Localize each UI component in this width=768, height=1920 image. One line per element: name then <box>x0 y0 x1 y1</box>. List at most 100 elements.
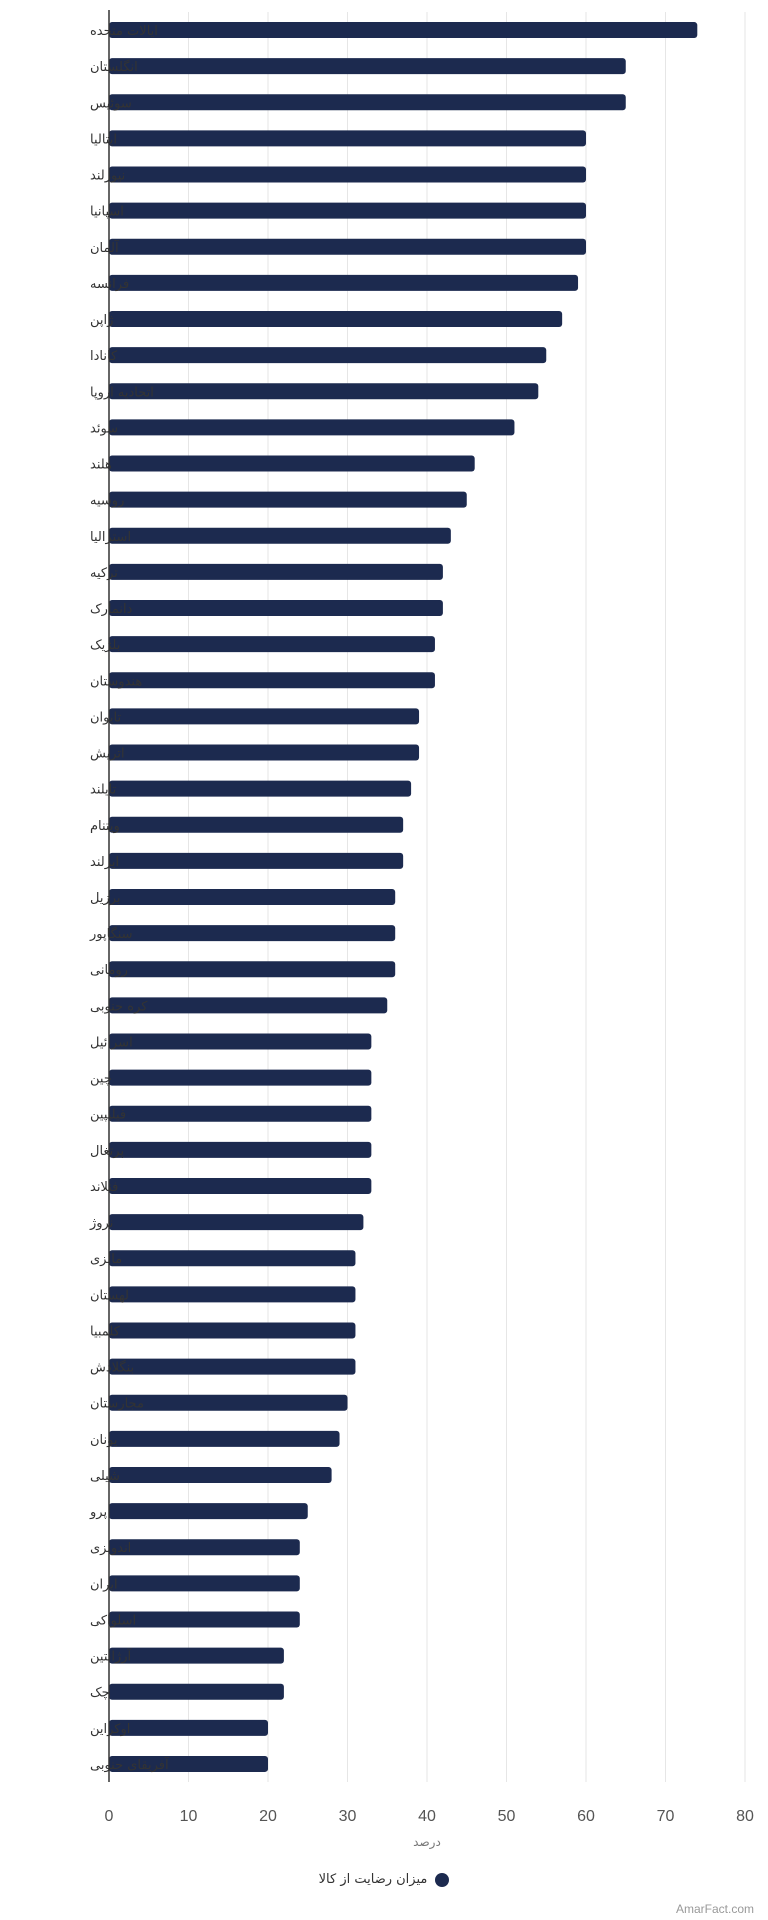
bar[interactable] <box>109 527 451 544</box>
category-label: بلژیک <box>90 638 120 653</box>
category-label: سنگاپور <box>89 926 133 942</box>
bar[interactable] <box>109 1647 284 1664</box>
bar[interactable] <box>109 1033 372 1050</box>
bar[interactable] <box>109 1358 356 1375</box>
bar[interactable] <box>109 1466 332 1483</box>
bar[interactable] <box>109 636 435 653</box>
x-tick-label: 60 <box>577 1808 595 1825</box>
bar[interactable] <box>109 600 443 617</box>
bar[interactable] <box>109 1069 372 1086</box>
bar[interactable] <box>109 1683 284 1700</box>
legend-marker <box>435 1872 450 1887</box>
category-label: ایالات متحده <box>90 24 158 39</box>
category-label: اسلواکی <box>90 1613 136 1628</box>
bar[interactable] <box>109 997 388 1014</box>
bar[interactable] <box>109 383 539 400</box>
legend-item[interactable]: میزان رضایت از کالا <box>319 1872 450 1887</box>
category-label: برزیل <box>90 891 121 906</box>
x-tick-label: 80 <box>736 1808 754 1825</box>
bar[interactable] <box>109 961 396 978</box>
bar[interactable] <box>109 1755 268 1772</box>
category-label: ویتنام <box>90 819 120 834</box>
bar[interactable] <box>109 1575 300 1592</box>
bar[interactable] <box>109 166 586 183</box>
x-tick-label: 10 <box>180 1808 198 1825</box>
category-label: سوئد <box>90 421 118 436</box>
bar[interactable] <box>109 1141 372 1158</box>
bar[interactable] <box>109 347 547 364</box>
bar[interactable] <box>109 1430 340 1447</box>
category-label: ژاپن <box>90 313 113 328</box>
category-label: ایتالیا <box>90 132 117 147</box>
category-label: پرتغال <box>90 1144 124 1159</box>
bar[interactable] <box>109 780 412 797</box>
category-label: ایرلند <box>90 855 119 870</box>
bar[interactable] <box>109 1611 300 1628</box>
category-label: استرالیا <box>90 530 131 545</box>
bar[interactable] <box>109 1286 356 1303</box>
category-label: فیلیپین <box>90 1108 126 1123</box>
category-label: آفریقای جنوبی <box>90 1756 170 1773</box>
bar[interactable] <box>109 1214 364 1231</box>
category-label: پرو <box>89 1505 107 1520</box>
category-label: فنلاند <box>90 1180 118 1195</box>
category-label: آلمان <box>90 239 120 256</box>
category-label: تایلند <box>90 783 117 798</box>
legend-label: میزان رضایت از کالا <box>318 1872 428 1887</box>
bar[interactable] <box>109 744 420 761</box>
category-label: اسرائیل <box>90 1035 133 1050</box>
bar[interactable] <box>109 22 698 39</box>
category-label: نیوزلند <box>90 169 125 184</box>
category-label: اتریش <box>90 747 125 762</box>
x-tick-label: 30 <box>339 1808 357 1825</box>
category-label: چین <box>90 1072 112 1087</box>
bar[interactable] <box>109 889 396 905</box>
bar[interactable] <box>109 1250 356 1267</box>
category-label: تایوان <box>90 710 121 725</box>
bar[interactable] <box>109 852 404 869</box>
bar[interactable] <box>109 563 443 580</box>
bar[interactable] <box>109 708 420 725</box>
bar-chart: 0 10 20 30 40 50 60 70 80 ایالات متحده انگلستان سوئ… <box>89 10 754 1850</box>
category-label: هندوستان <box>90 674 142 689</box>
bar[interactable] <box>109 1394 348 1411</box>
bar[interactable] <box>109 672 435 689</box>
bar[interactable] <box>109 925 396 942</box>
bar[interactable] <box>109 491 467 508</box>
bar[interactable] <box>109 202 586 219</box>
bar[interactable] <box>109 58 626 75</box>
bar[interactable] <box>109 1105 372 1122</box>
bar[interactable] <box>109 419 515 436</box>
category-label: دانمارک <box>90 602 133 617</box>
category-label: هلند <box>90 458 112 473</box>
category-label: ایران <box>90 1577 118 1592</box>
bar[interactable] <box>109 311 563 328</box>
category-label: انگلستان <box>90 59 138 75</box>
category-label: روسیه <box>90 494 124 509</box>
bar[interactable] <box>109 1719 268 1736</box>
category-label: کانادا <box>90 349 118 364</box>
bar[interactable] <box>109 1539 300 1556</box>
category-label: کلمبیا <box>90 1324 121 1339</box>
category-label: اسپانیا <box>90 205 124 220</box>
bar[interactable] <box>109 1177 372 1194</box>
bar[interactable] <box>109 274 579 291</box>
x-tick-label: 50 <box>498 1808 516 1825</box>
category-label: اندونزی <box>90 1541 131 1556</box>
category-label: ترکیه <box>90 566 118 581</box>
x-tick-label: 0 <box>105 1808 114 1825</box>
category-label: مالزی <box>90 1252 122 1267</box>
bar[interactable] <box>109 1322 356 1339</box>
bar[interactable] <box>109 455 475 472</box>
bar[interactable] <box>109 816 404 833</box>
bar[interactable] <box>109 130 586 147</box>
bar[interactable] <box>109 94 626 111</box>
category-label: کره جنوبی <box>90 999 148 1014</box>
category-label: مجارستان <box>90 1397 144 1412</box>
bar[interactable] <box>109 1503 308 1520</box>
x-tick-label: 40 <box>418 1808 436 1825</box>
bar[interactable] <box>109 238 586 255</box>
category-label: شیلی <box>90 1469 120 1484</box>
category-label: سوئیس <box>90 96 132 111</box>
credit[interactable]: AmarFact.com <box>675 1902 754 1916</box>
